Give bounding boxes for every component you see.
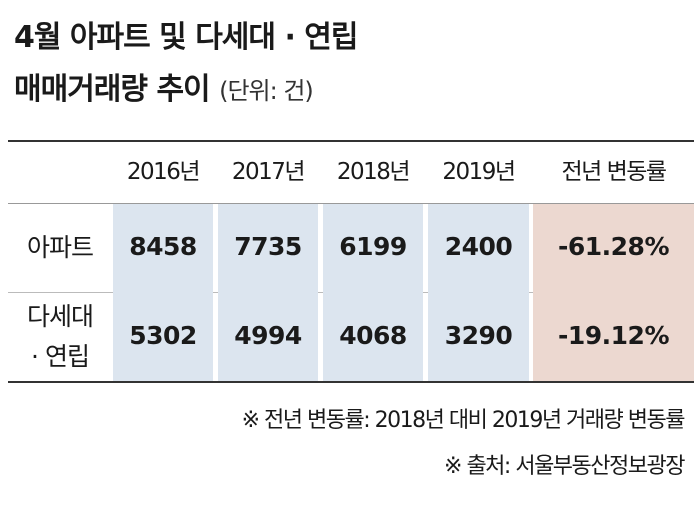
note: ※ 전년 변동률: 2018년 대비 2019년 거래량 변동률: [241, 408, 686, 433]
title-line: 4월 아파트 및 다세대 · 연립: [14, 20, 358, 55]
column-header: 2017년: [231, 159, 306, 185]
cell: 4068: [339, 321, 407, 350]
column-header: 2018년: [336, 159, 411, 185]
row-label: 다세대: [26, 302, 94, 331]
cell: 7735: [234, 232, 302, 261]
row-label: · 연립: [31, 342, 90, 371]
cell: 8458: [129, 232, 197, 261]
cell: -61.28%: [557, 232, 670, 261]
cell: 2400: [444, 232, 513, 261]
column-header: 2019년: [442, 159, 516, 185]
bottom-rule: [8, 381, 694, 383]
header-rule: [8, 203, 694, 204]
cell: 6199: [339, 232, 407, 261]
title-text: 매매거래량 추이: [14, 72, 211, 107]
cell: 4994: [234, 321, 302, 350]
top-rule: [8, 140, 694, 142]
column-header: 전년 변동률: [561, 159, 667, 185]
unit: (단위: 건): [219, 77, 314, 105]
column-background: [323, 204, 423, 381]
column-background: [218, 204, 318, 381]
column-background: [113, 204, 213, 381]
column-background: [428, 204, 529, 381]
cell: 3290: [444, 321, 513, 350]
row-label: 아파트: [26, 233, 94, 262]
column-background: [533, 204, 694, 381]
title-line: 매매거래량 추이 (단위: 건): [14, 64, 314, 108]
cell: 5302: [129, 321, 197, 350]
cell: -19.12%: [557, 321, 670, 350]
note: ※ 출처: 서울부동산정보광장: [444, 454, 685, 479]
column-header: 2016년: [126, 159, 201, 185]
